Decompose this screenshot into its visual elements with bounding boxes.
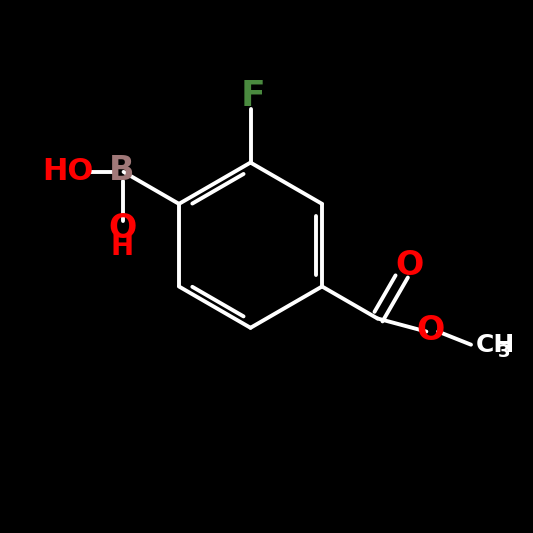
Text: F: F: [241, 79, 265, 114]
Text: H: H: [111, 233, 134, 261]
Text: B: B: [109, 155, 134, 187]
Text: O: O: [395, 248, 423, 281]
Text: O: O: [416, 314, 445, 347]
Text: O: O: [108, 213, 136, 245]
Text: CH: CH: [475, 333, 514, 357]
Text: HO: HO: [42, 157, 93, 187]
Text: 3: 3: [498, 343, 510, 361]
